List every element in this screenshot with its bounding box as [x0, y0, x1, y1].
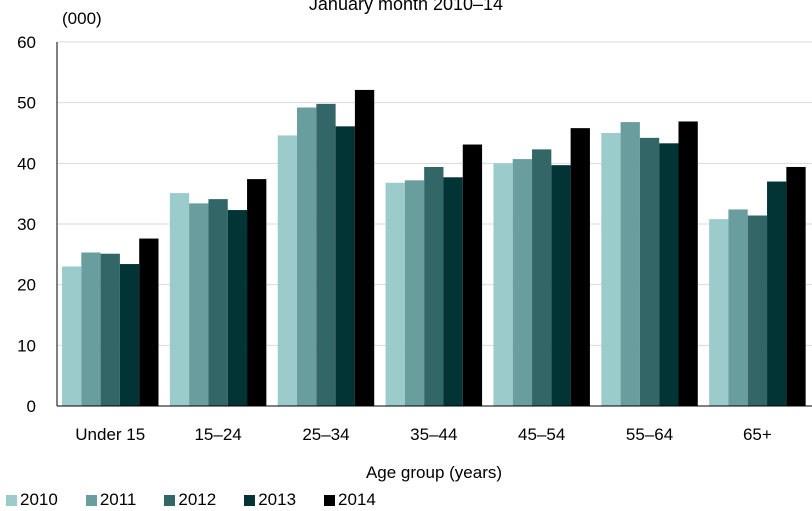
bar-2011-0 [81, 252, 101, 406]
legend-swatch [6, 494, 17, 506]
bar-2011-5 [620, 122, 640, 406]
legend-item: 2013 [244, 490, 296, 510]
bar-2010-3 [385, 182, 405, 406]
x-tick-label: Under 15 [75, 425, 145, 444]
bar-2013-3 [443, 177, 463, 406]
bar-2010-6 [709, 219, 729, 406]
legend: 2010 2011 2012 2013 2014 [6, 490, 404, 510]
bar-2014-0 [139, 238, 159, 406]
bar-chart: (000) 0 10 20 30 40 50 60 Under 15 15–24 25–34 35… [17, 9, 812, 482]
y-tick-label: 60 [17, 33, 36, 52]
y-tick-label: 0 [27, 397, 36, 416]
bar-2013-6 [767, 181, 787, 406]
bar-2012-4 [532, 149, 552, 406]
bar-2012-6 [747, 215, 768, 406]
x-axis-ticks: Under 15 15–24 25–34 35–44 45–54 55–64 65+ [75, 425, 772, 444]
y-tick-label: 30 [17, 215, 36, 234]
legend-swatch [324, 494, 336, 506]
bar-2011-3 [404, 180, 425, 406]
bars [62, 89, 806, 407]
bar-2014-1 [247, 179, 267, 406]
legend-item: 2011 [85, 490, 137, 510]
x-tick-label: 55–64 [626, 425, 673, 444]
x-axis-label: Age group (years) [366, 463, 502, 482]
legend-swatch [164, 494, 176, 506]
legend-label: 2013 [258, 490, 297, 509]
bar-2010-1 [169, 193, 190, 406]
bar-2013-2 [335, 126, 355, 407]
bar-2012-5 [639, 137, 660, 406]
bar-2014-6 [786, 166, 806, 406]
bar-2014-5 [678, 121, 698, 407]
legend-item: 2014 [324, 490, 376, 510]
bar-2013-4 [551, 165, 571, 406]
x-tick-label: 45–54 [518, 425, 565, 444]
legend-item: 2012 [164, 490, 216, 510]
bar-2013-0 [119, 264, 140, 406]
bar-2011-1 [189, 203, 209, 406]
bar-2011-4 [512, 159, 533, 406]
bar-2014-4 [570, 128, 590, 406]
bar-2012-2 [316, 103, 336, 406]
y-tick-label: 10 [17, 336, 36, 355]
bar-2011-6 [728, 209, 748, 406]
bar-2012-1 [208, 199, 228, 406]
y-tick-label: 40 [17, 154, 36, 173]
y-unit-label: (000) [62, 9, 102, 28]
bar-2010-5 [601, 133, 621, 406]
x-tick-label: 65+ [743, 425, 772, 444]
chart-title: January month 2010–14 [308, 0, 504, 14]
bar-2010-0 [62, 266, 82, 406]
x-tick-label: 15–24 [194, 425, 241, 444]
bar-2012-3 [424, 166, 444, 406]
bar-2012-0 [100, 253, 120, 406]
bar-2013-1 [227, 210, 248, 406]
x-tick-label: 35–44 [410, 425, 457, 444]
legend-swatch [85, 494, 97, 506]
bar-2014-3 [462, 144, 483, 406]
legend-item: 2010 [6, 490, 58, 510]
bar-2014-2 [354, 89, 375, 406]
legend-label: 2010 [20, 490, 58, 509]
y-axis-ticks: 0 10 20 30 40 50 60 [17, 33, 36, 416]
bar-2011-2 [297, 107, 317, 407]
y-tick-label: 20 [17, 276, 36, 295]
bar-2010-4 [493, 163, 513, 406]
legend-swatch [244, 494, 256, 506]
bar-2013-5 [659, 143, 679, 406]
legend-label: 2014 [338, 490, 376, 509]
y-tick-label: 50 [17, 94, 36, 113]
x-tick-label: 25–34 [302, 425, 349, 444]
legend-label: 2011 [99, 490, 137, 509]
bar-2010-2 [277, 135, 298, 406]
legend-label: 2012 [178, 490, 217, 509]
